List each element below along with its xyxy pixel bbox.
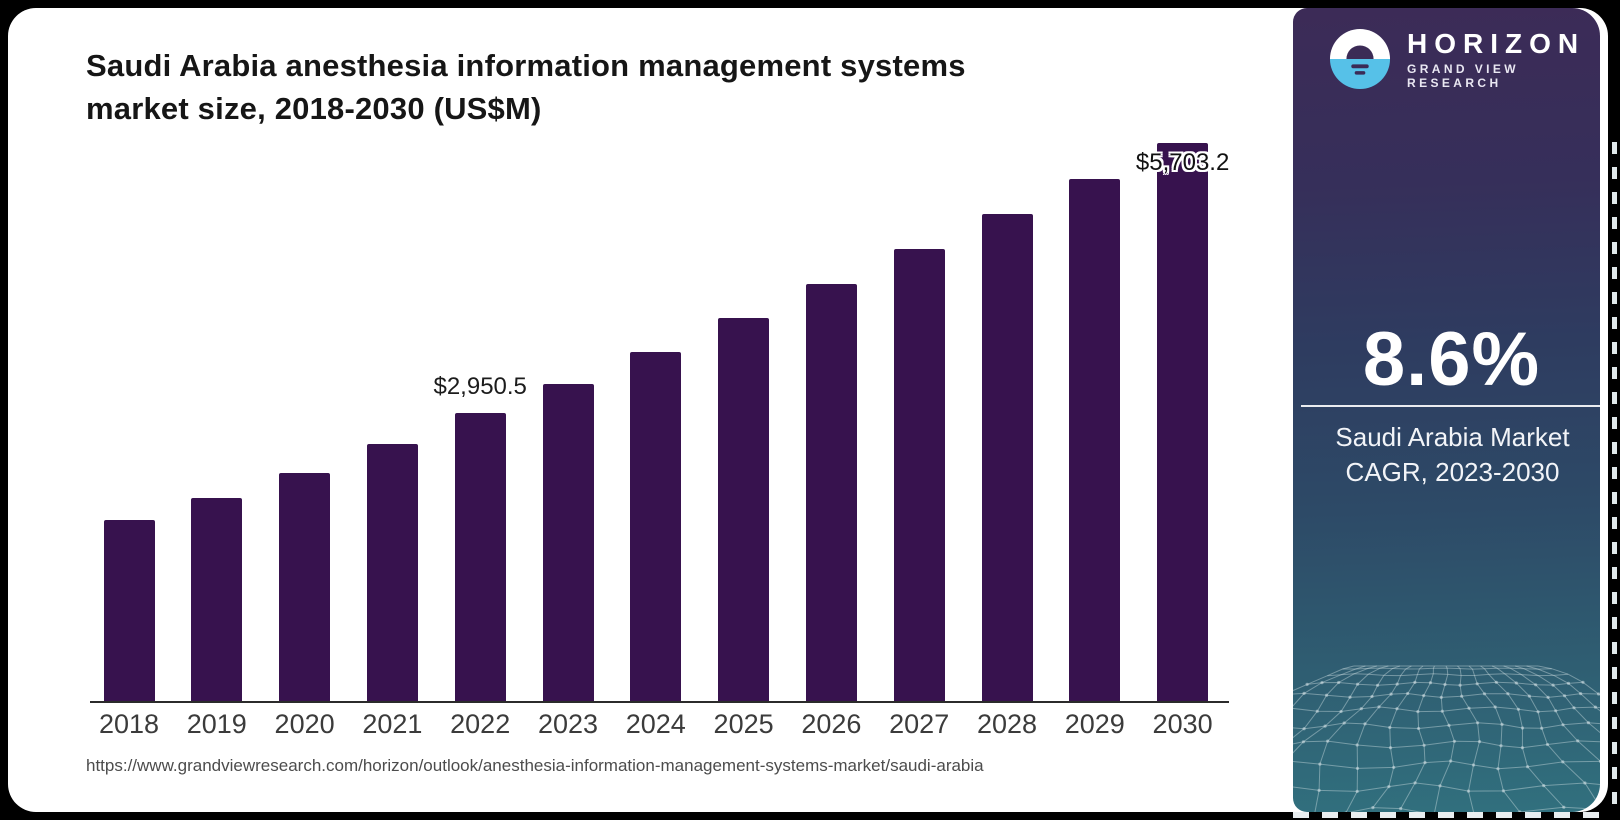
bar-2018 <box>103 520 155 702</box>
cagr-value: 8.6% <box>1362 317 1541 402</box>
horizon-sun-icon <box>1329 28 1391 90</box>
bar-2019 <box>191 498 243 702</box>
x-axis-labels: 2018 2019 2020 2021 2022 2023 2024 2025 2026 2027… <box>90 709 1229 743</box>
brand-name: HORIZON <box>1407 27 1586 59</box>
bar-2020 <box>279 473 331 702</box>
cagr-caption-line2: CAGR, 2023-2030 <box>1345 457 1560 487</box>
cagr-stat: 8.6% <box>1293 316 1600 403</box>
bar-2022 <box>454 413 506 702</box>
brand-lockup: HORIZON GRAND VIEW RESEARCH <box>1329 28 1600 90</box>
brand-text: HORIZON GRAND VIEW RESEARCH <box>1407 27 1600 90</box>
x-tick-2024: 2024 <box>625 709 686 739</box>
bar-2024 <box>630 352 682 702</box>
x-tick-2030: 2030 <box>1152 709 1213 739</box>
brand-subtitle: GRAND VIEW RESEARCH <box>1407 61 1519 90</box>
brand-sidebar: HORIZON GRAND VIEW RESEARCH 8.6% Saudi A… <box>1293 8 1600 812</box>
mesh-graphic <box>1293 665 1600 812</box>
x-tick-2025: 2025 <box>713 709 774 739</box>
x-tick-2029: 2029 <box>1064 709 1125 739</box>
bar-2025 <box>718 318 770 702</box>
cagr-caption: Saudi Arabia Market CAGR, 2023-2030 <box>1293 420 1600 490</box>
x-tick-2021: 2021 <box>362 709 423 739</box>
stat-divider <box>1301 405 1600 407</box>
bar-2023 <box>542 384 594 702</box>
x-tick-2020: 2020 <box>274 709 335 739</box>
chart-title-line2: market size, 2018-2030 (US$M) <box>86 91 542 126</box>
bar-2028 <box>981 214 1033 702</box>
chart-title: Saudi Arabia anesthesia information mana… <box>86 44 966 130</box>
bar-plot-area: $2,950.5 $5,703.2 <box>90 122 1229 702</box>
bar-value-label-2022: $2,950.5 <box>433 373 527 400</box>
bar-2029 <box>1069 179 1121 702</box>
source-url-link[interactable]: https://www.grandviewresearch.com/horizo… <box>86 756 984 775</box>
x-tick-2018: 2018 <box>98 709 160 739</box>
x-axis-line <box>90 701 1229 703</box>
x-tick-2026: 2026 <box>801 709 862 739</box>
bar-2027 <box>893 249 945 702</box>
chart-title-line1: Saudi Arabia anesthesia information mana… <box>86 48 966 83</box>
bar-2026 <box>805 284 857 702</box>
bar-value-label-2030: $5,703.2 <box>1135 149 1230 176</box>
x-tick-2027: 2027 <box>889 709 950 739</box>
bar-2021 <box>366 444 418 702</box>
x-tick-2028: 2028 <box>976 709 1038 739</box>
x-tick-2023: 2023 <box>537 709 599 739</box>
cagr-caption-line1: Saudi Arabia Market <box>1335 422 1570 452</box>
x-tick-2019: 2019 <box>186 709 247 739</box>
right-dash-decoration <box>1612 142 1617 812</box>
bottom-dash-decoration <box>1293 812 1600 818</box>
bar-2030 <box>1157 143 1209 702</box>
x-tick-2022: 2022 <box>450 709 511 739</box>
